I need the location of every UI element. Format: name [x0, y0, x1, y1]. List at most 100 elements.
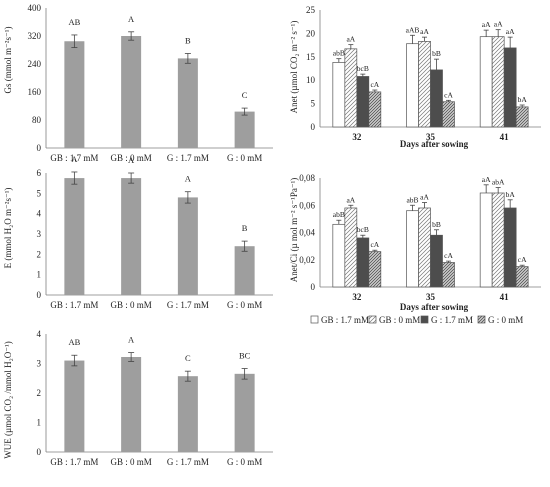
significance-label: C	[185, 353, 191, 363]
significance-label: cA	[518, 255, 527, 264]
x-tick-label: 32	[352, 132, 362, 142]
y-tick-label: 0	[37, 290, 42, 300]
significance-label: AB	[68, 337, 80, 347]
y-tick-label: 6	[37, 168, 42, 178]
bar	[64, 41, 85, 148]
legend-swatch	[477, 315, 486, 324]
y-tick-label: 2	[37, 249, 42, 259]
y-tick-label: 80	[32, 115, 42, 125]
bar	[479, 36, 493, 128]
legend-label: G : 0 mM	[488, 315, 523, 325]
y-tick-label: 0	[311, 282, 316, 292]
x-tick-label: G : 1.7 mM	[167, 300, 209, 310]
significance-label: A	[128, 335, 135, 345]
significance-label: abB	[406, 195, 418, 204]
x-tick-label: GB : 0 mM	[110, 457, 151, 467]
y-tick-label: 1	[37, 418, 42, 428]
significance-label: cA	[444, 90, 453, 99]
y-tick-label: 240	[28, 59, 42, 69]
x-tick-label: 41	[500, 132, 510, 142]
x-tick-label: GB : 0 mM	[110, 153, 151, 163]
x-tick-label: G : 1.7 mM	[167, 153, 209, 163]
bar	[64, 360, 85, 452]
x-axis-label: Days after sowing	[400, 139, 469, 149]
legend-label: GB : 1.7 mM	[321, 315, 369, 325]
y-axis-label: E (mmol H₂O m⁻²s⁻¹)	[3, 188, 13, 269]
bar	[442, 262, 455, 288]
legend-item-gb-1-7: GB : 1.7 mM	[310, 315, 369, 325]
x-tick-label: 41	[500, 292, 510, 302]
bar	[491, 36, 505, 128]
bar	[479, 192, 493, 288]
y-tick-label: 0,06	[299, 200, 315, 210]
legend-swatch	[310, 315, 319, 324]
y-axis-label: Gs (mmol m⁻²s⁻¹)	[3, 27, 13, 94]
legend: GB : 1.7 mM GB : 0 mM G : 1.7 mM G : 0 m…	[310, 315, 523, 325]
x-tick-label: GB : 1.7 mM	[50, 300, 98, 310]
bar	[332, 62, 346, 128]
wue-chart: WUE (µmol CO₂ /mmol H₂O⁻¹) 0 1 2 3 4 AB GB : 1…	[3, 329, 273, 467]
significance-label: C	[242, 90, 248, 100]
bar	[430, 234, 443, 288]
y-tick-label: 0	[37, 143, 42, 153]
significance-label: abA	[492, 178, 505, 187]
bar	[406, 210, 419, 288]
bar	[368, 91, 382, 128]
y-tick-label: 160	[28, 87, 42, 97]
y-tick-label: 0,04	[299, 228, 315, 238]
x-tick-label: 32	[352, 292, 362, 302]
bar	[177, 376, 198, 452]
significance-label: aA	[346, 195, 355, 204]
legend-swatch	[420, 315, 429, 324]
significance-label: aA	[506, 27, 515, 36]
significance-label: aA	[420, 193, 429, 202]
plot-area: 0 1 2 3 4 AB GB : 1.7 mM A GB : 0 mM C G : 1.7 mM B…	[37, 329, 273, 467]
y-tick-label: 2	[37, 388, 42, 398]
y-tick-label: 400	[28, 3, 42, 13]
y-tick-label: 0,08	[299, 173, 315, 183]
bar	[177, 58, 198, 148]
significance-label: bcB	[357, 225, 369, 234]
y-tick-label: 0	[37, 447, 42, 457]
significance-label: bB	[432, 220, 441, 229]
anet-chart: Anet (µmol CO₂ m⁻² s⁻¹) Days after sowin…	[289, 5, 541, 149]
x-axis-label: Days after sowing	[400, 302, 469, 312]
significance-label: abB	[333, 210, 345, 219]
bar	[177, 197, 198, 295]
bar	[368, 251, 382, 288]
bar	[344, 207, 358, 288]
y-tick-label: 5	[37, 188, 42, 198]
x-tick-label: 35	[426, 292, 436, 302]
bar	[356, 237, 370, 288]
legend-label: G : 1.7 mM	[431, 315, 473, 325]
bar	[406, 43, 419, 128]
significance-label: B	[242, 223, 248, 233]
significance-label: aAB	[406, 25, 420, 34]
significance-label: bcB	[357, 64, 369, 73]
bar	[442, 101, 455, 128]
significance-label: abB	[333, 49, 345, 58]
y-tick-label: 0	[311, 122, 316, 132]
x-tick-label: GB : 1.7 mM	[50, 153, 98, 163]
legend-item-g-1-7: G : 1.7 mM	[420, 315, 473, 325]
bar	[491, 192, 505, 288]
y-tick-label: 20	[306, 28, 316, 38]
bar	[418, 207, 431, 288]
x-tick-label: GB : 1.7 mM	[50, 457, 98, 467]
bar	[418, 41, 431, 128]
significance-label: aA	[420, 27, 429, 36]
significance-label: cA	[370, 80, 379, 89]
significance-label: bA	[506, 190, 516, 199]
bar	[121, 178, 142, 295]
y-tick-label: 3	[37, 229, 42, 239]
y-tick-label: 1	[37, 270, 42, 280]
significance-label: B	[185, 36, 191, 46]
y-tick-label: 320	[28, 31, 42, 41]
bar	[503, 207, 517, 288]
x-tick-label: 35	[426, 132, 436, 142]
y-tick-label: 25	[306, 5, 316, 15]
bar	[344, 48, 358, 128]
y-axis-label: Anet (µmol CO₂ m⁻² s⁻¹)	[289, 21, 299, 114]
bar	[430, 69, 443, 128]
